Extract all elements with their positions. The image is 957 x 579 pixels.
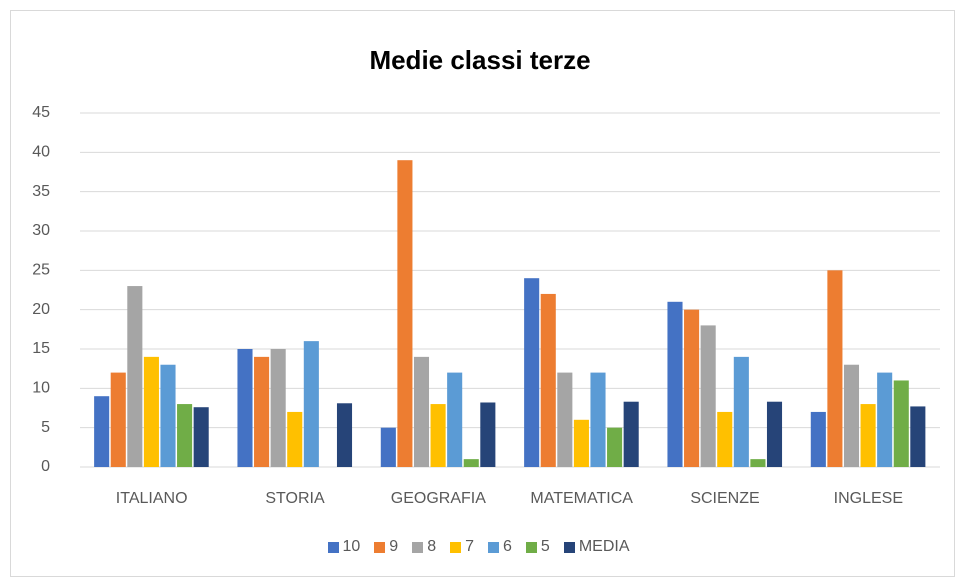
bar xyxy=(110,372,126,467)
bar xyxy=(380,427,396,467)
x-tick-label: STORIA xyxy=(265,490,325,507)
legend-label: 5 xyxy=(540,538,550,555)
bar xyxy=(524,278,540,467)
bar xyxy=(843,364,860,467)
bar xyxy=(827,270,843,467)
bar xyxy=(254,356,270,467)
bar xyxy=(766,401,783,467)
legend-item: 8 xyxy=(412,538,436,556)
legend-item: 10 xyxy=(327,538,361,556)
y-tick-label: 40 xyxy=(32,144,50,161)
bar xyxy=(177,404,193,467)
bar xyxy=(463,459,479,467)
legend-label: 9 xyxy=(389,538,399,555)
legend-item: 9 xyxy=(374,538,398,556)
bar xyxy=(590,372,606,467)
bar xyxy=(270,349,286,467)
bar xyxy=(717,411,733,467)
legend-swatch xyxy=(563,541,575,553)
x-tick-label: SCIENZE xyxy=(690,490,759,507)
legend-swatch xyxy=(450,541,462,553)
legend-label: 7 xyxy=(465,538,475,555)
bar xyxy=(397,160,413,467)
bar xyxy=(237,349,253,467)
bar xyxy=(193,407,209,467)
x-tick-label: GEOGRAFIA xyxy=(391,490,486,507)
bar xyxy=(877,372,893,467)
bar xyxy=(623,401,639,467)
bar xyxy=(303,341,319,467)
bar xyxy=(447,372,463,467)
legend-item: MEDIA xyxy=(563,538,630,556)
bar xyxy=(893,380,909,467)
bar xyxy=(733,356,749,467)
bar xyxy=(910,406,926,467)
bar xyxy=(750,459,766,467)
legend-item: 7 xyxy=(450,538,474,556)
legend-item: 5 xyxy=(525,538,550,556)
y-tick-label: 15 xyxy=(32,340,50,357)
y-tick-label: 35 xyxy=(32,183,50,200)
bar xyxy=(667,301,683,467)
bar xyxy=(287,411,303,467)
legend: 10 9 8 7 6 5 MEDIA xyxy=(0,538,957,556)
chart-border xyxy=(10,10,955,577)
y-tick-label: 20 xyxy=(32,301,50,318)
chart-title: Medie classi terze xyxy=(369,45,590,75)
legend-label: 6 xyxy=(503,538,512,555)
y-tick-label: 25 xyxy=(32,262,50,279)
y-tick-label: 10 xyxy=(32,380,50,397)
legend-swatch xyxy=(525,541,537,553)
y-tick-label: 5 xyxy=(41,419,50,436)
legend-label: MEDIA xyxy=(578,538,630,555)
bar xyxy=(480,402,496,467)
y-tick-label: 0 xyxy=(41,458,50,475)
bar xyxy=(94,396,110,467)
legend-swatch xyxy=(412,541,424,553)
bar xyxy=(160,364,176,467)
bar xyxy=(810,411,826,467)
bar xyxy=(573,419,589,467)
x-tick-label: ITALIANO xyxy=(116,490,188,507)
legend-label: 8 xyxy=(427,538,437,555)
bar xyxy=(684,309,700,467)
legend-item: 6 xyxy=(488,538,512,556)
y-tick-label: 45 xyxy=(32,104,50,121)
legend-swatch xyxy=(374,541,386,553)
bar xyxy=(413,356,430,467)
bar xyxy=(700,325,716,467)
legend-swatch xyxy=(488,541,500,553)
bar xyxy=(127,286,143,467)
bar xyxy=(143,356,159,467)
x-tick-label: MATEMATICA xyxy=(530,490,633,507)
bar xyxy=(540,293,556,467)
bar xyxy=(336,403,353,467)
bar xyxy=(557,372,573,467)
bar xyxy=(607,427,623,467)
legend-swatch xyxy=(327,541,339,553)
bar xyxy=(860,404,876,467)
bar xyxy=(430,404,446,467)
x-tick-label: INGLESE xyxy=(834,490,903,507)
y-tick-label: 30 xyxy=(32,222,50,239)
legend-label: 10 xyxy=(342,538,361,555)
